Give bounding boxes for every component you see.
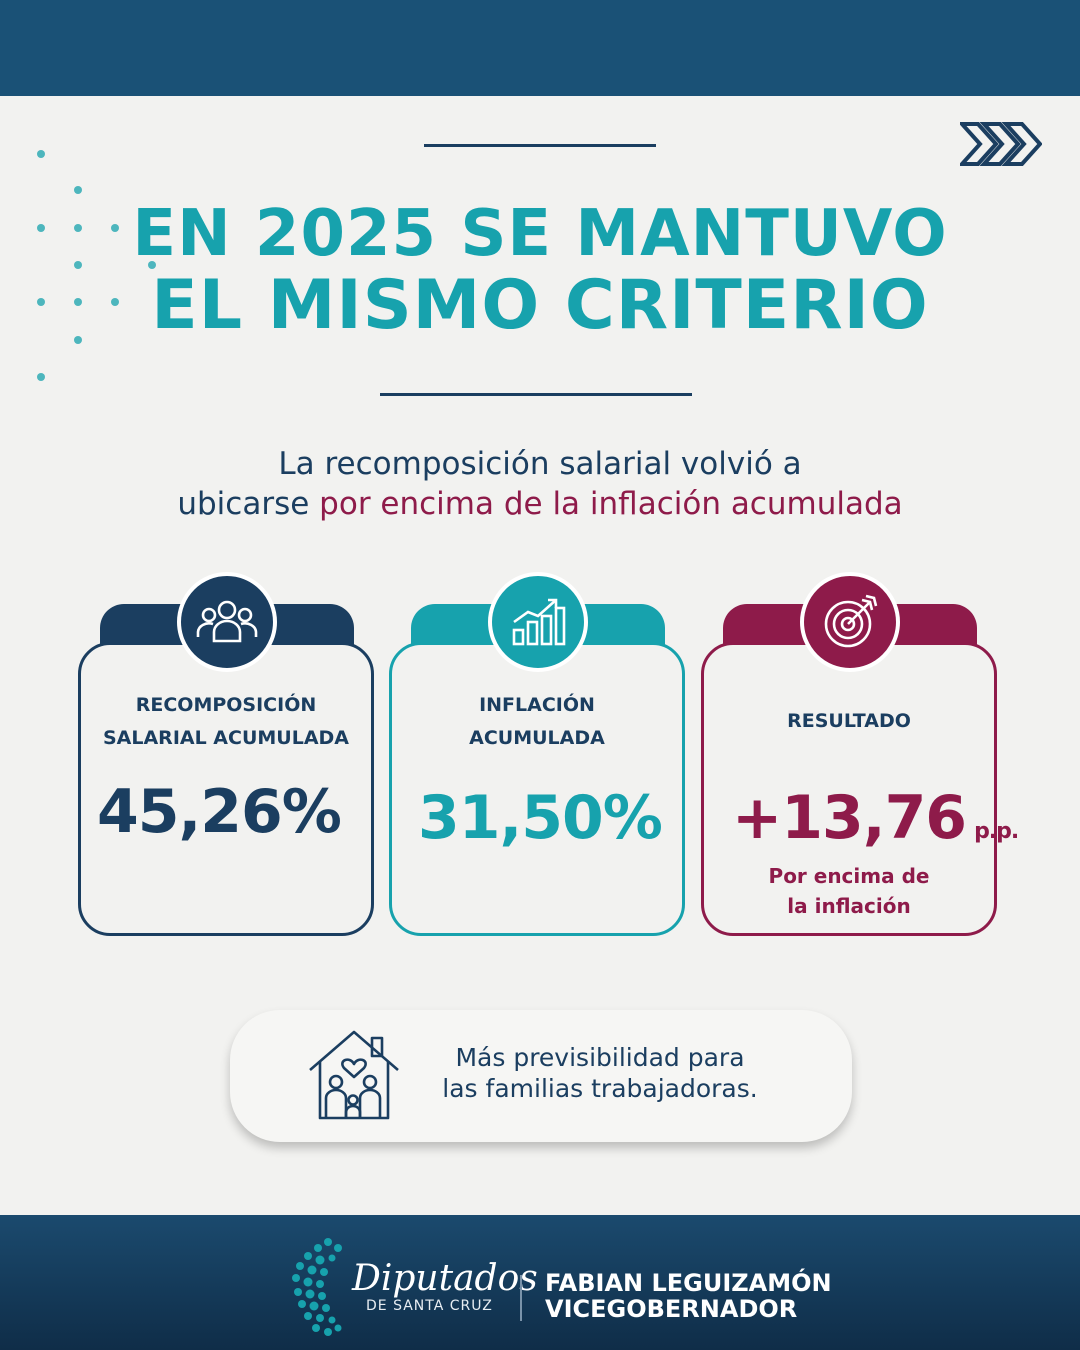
card-salary-label-line-2: SALARIAL ACUMULADA bbox=[102, 727, 350, 749]
card-result-value-wrap: +13,76 p.p. bbox=[732, 783, 1019, 853]
card-salary-value: 45,26% bbox=[97, 777, 342, 847]
subtitle-line-1: La recomposición salarial volvió a bbox=[278, 446, 802, 482]
subtitle-line-2: ubicarse por encima de la inflación acum… bbox=[0, 484, 1080, 524]
info-box: Más previsibilidad para las familias tra… bbox=[230, 1010, 852, 1142]
title-line-1: EN 2025 SE MANTUVO bbox=[132, 197, 948, 271]
card-salary-label: RECOMPOSICIÓN SALARIAL ACUMULADA bbox=[81, 689, 371, 755]
card-result-label: RESULTADO bbox=[704, 705, 994, 738]
title-top-rule bbox=[424, 144, 656, 147]
footer-role: VICEGOBERNADOR bbox=[545, 1295, 798, 1323]
dot-pattern-decoration bbox=[37, 150, 156, 381]
card-inflation-label-line-1: INFLACIÓN bbox=[479, 694, 595, 716]
card-inflation-label: INFLACIÓN ACUMULADA bbox=[392, 689, 682, 755]
subtitle-highlight: por encima de la inflación acumulada bbox=[319, 486, 903, 522]
card-inflation: INFLACIÓN ACUMULADA 31,50% bbox=[389, 642, 685, 936]
people-group-icon bbox=[196, 600, 258, 643]
info-text: Más previsibilidad para las familias tra… bbox=[420, 1042, 780, 1104]
card-result: RESULTADO +13,76 p.p. Por encima de la in… bbox=[701, 642, 1019, 936]
footer-logo-text: Diputados bbox=[352, 1258, 538, 1299]
footer-name-block: FABIAN LEGUIZAMÓN VICEGOBERNADOR bbox=[545, 1270, 832, 1322]
triple-chevron-right-icon bbox=[960, 122, 1042, 166]
card-result-note: Por encima de la inflación bbox=[704, 861, 994, 921]
card-inflation-badge bbox=[488, 572, 588, 672]
card-result-value: +13,76 bbox=[732, 783, 967, 853]
card-result-label-line-1: RESULTADO bbox=[787, 710, 911, 732]
target-arrow-icon bbox=[824, 594, 878, 648]
logo-dots-icon bbox=[292, 1238, 342, 1336]
card-result-badge bbox=[800, 572, 900, 672]
card-salary: RECOMPOSICIÓN SALARIAL ACUMULADA 45,26% bbox=[78, 642, 374, 936]
footer-name: FABIAN LEGUIZAMÓN bbox=[545, 1269, 832, 1297]
card-salary-badge bbox=[177, 572, 277, 672]
info-text-line-1: Más previsibilidad para bbox=[455, 1043, 745, 1072]
card-result-note-line-1: Por encima de bbox=[768, 864, 930, 888]
footer-separator bbox=[520, 1275, 522, 1321]
footer-logo-subtext: DE SANTA CRUZ bbox=[366, 1298, 493, 1314]
info-text-line-2: las familias trabajadoras. bbox=[442, 1074, 758, 1103]
growth-chart-icon bbox=[512, 598, 566, 646]
house-family-heart-icon bbox=[309, 1030, 399, 1120]
card-salary-label-line-1: RECOMPOSICIÓN bbox=[135, 694, 317, 716]
subtitle: La recomposición salarial volvió a ubica… bbox=[0, 444, 1080, 524]
title-bottom-rule bbox=[380, 393, 692, 396]
card-result-unit: p.p. bbox=[974, 819, 1019, 844]
top-band bbox=[0, 0, 1080, 96]
card-result-note-line-2: la inflación bbox=[787, 894, 911, 918]
card-inflation-value: 31,50% bbox=[418, 783, 663, 853]
footer-band bbox=[0, 1215, 1080, 1350]
subtitle-prefix: ubicarse bbox=[177, 486, 320, 522]
title-line-2: EL MISMO CRITERIO bbox=[151, 266, 929, 345]
card-inflation-label-line-2: ACUMULADA bbox=[469, 727, 605, 749]
